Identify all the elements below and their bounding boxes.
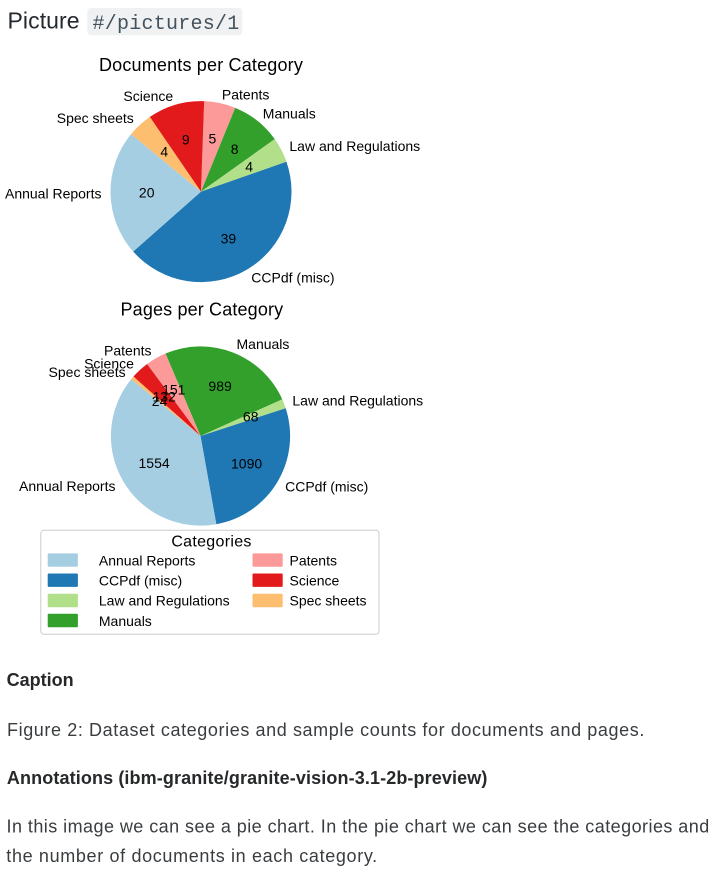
svg-text:the number of documents in eac: the number of documents in each category… [6, 846, 378, 866]
svg-text:68: 68 [243, 409, 259, 425]
svg-text:4: 4 [245, 159, 253, 175]
svg-text:Picture: Picture [8, 8, 80, 34]
svg-text:#/pictures/1: #/pictures/1 [93, 13, 240, 36]
svg-text:4: 4 [160, 144, 168, 160]
svg-text:151: 151 [162, 381, 186, 397]
svg-text:39: 39 [221, 231, 237, 247]
svg-text:1554: 1554 [139, 455, 170, 471]
svg-text:Manuals: Manuals [99, 613, 152, 629]
svg-text:Patents: Patents [104, 343, 151, 359]
svg-text:Law and Regulations: Law and Regulations [292, 393, 423, 409]
svg-text:Manuals: Manuals [237, 336, 290, 352]
svg-text:Spec sheets: Spec sheets [290, 593, 367, 609]
svg-text:Documents per Category: Documents per Category [99, 55, 303, 75]
svg-text:Annual Reports: Annual Reports [19, 478, 116, 494]
svg-text:Annual Reports: Annual Reports [99, 552, 196, 568]
svg-text:CCPdf (misc): CCPdf (misc) [99, 573, 182, 589]
svg-text:989: 989 [208, 378, 232, 394]
svg-text:Law and Regulations: Law and Regulations [289, 138, 420, 154]
svg-text:Spec sheets: Spec sheets [57, 110, 134, 126]
svg-text:20: 20 [139, 185, 155, 201]
svg-text:CCPdf (misc): CCPdf (misc) [251, 270, 334, 286]
svg-text:Spec sheets: Spec sheets [49, 364, 126, 380]
svg-text:24: 24 [152, 393, 168, 409]
svg-text:Patents: Patents [222, 86, 269, 102]
svg-text:9: 9 [182, 132, 190, 148]
svg-text:Science: Science [290, 573, 340, 589]
svg-text:Categories: Categories [171, 534, 251, 551]
svg-text:Figure 2: Dataset categories a: Figure 2: Dataset categories and sample … [7, 720, 645, 740]
svg-text:5: 5 [209, 131, 217, 147]
svg-text:Science: Science [84, 355, 134, 371]
svg-text:Caption: Caption [7, 670, 74, 690]
svg-text:Science: Science [123, 88, 173, 104]
svg-text:Patents: Patents [290, 552, 337, 568]
svg-text:132: 132 [153, 388, 177, 404]
svg-text:1090: 1090 [231, 456, 262, 472]
svg-text:CCPdf (misc): CCPdf (misc) [285, 479, 368, 495]
svg-text:In this image we can see a pie: In this image we can see a pie chart. In… [7, 816, 710, 836]
svg-text:Annotations (ibm-granite/grani: Annotations (ibm-granite/granite-vision-… [7, 768, 488, 788]
svg-text:Manuals: Manuals [263, 106, 316, 122]
svg-text:Pages per Category: Pages per Category [121, 299, 284, 319]
svg-text:Law and Regulations: Law and Regulations [99, 593, 230, 609]
svg-text:8: 8 [231, 141, 239, 157]
svg-text:Annual Reports: Annual Reports [5, 185, 102, 201]
